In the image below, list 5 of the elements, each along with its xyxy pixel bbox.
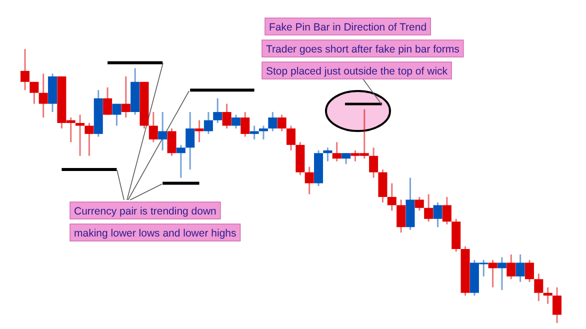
annotation: Trader goes short after fake pin bar forms — [266, 44, 460, 56]
text: Fake Pin Bar in Direction of Trend — [269, 22, 427, 34]
annotation: Stop placed just outside the top of wick — [266, 66, 448, 78]
annotation: making lower lows and lower highs — [74, 228, 236, 240]
annotation: Currency pair is trending down — [74, 206, 217, 218]
